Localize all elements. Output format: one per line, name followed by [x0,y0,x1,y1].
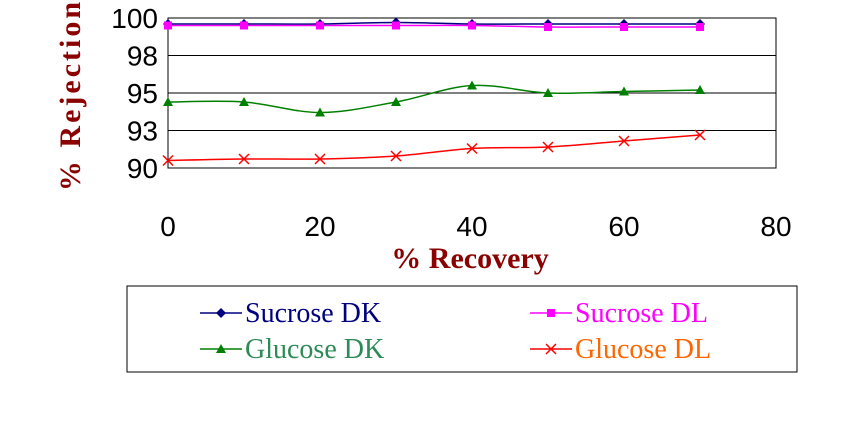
series [164,21,704,31]
data-point [545,343,557,355]
data-point [391,97,401,106]
data-point [468,21,476,30]
data-point [240,21,248,30]
x-tick-label: 20 [304,211,335,242]
data-point [467,80,477,90]
legend-entries: Sucrose DK Sucrose DL Glucose DK Glucose DL [200,298,711,365]
data-point [315,107,325,117]
legend-label: Sucrose DL [575,298,708,329]
data-point [392,21,400,30]
data-point [466,142,478,155]
data-point [162,154,174,167]
x-tick-label: 60 [608,211,639,242]
data-point [547,309,555,317]
y-tick-label: 98 [127,41,158,72]
legend-entry: Sucrose DL [530,298,708,329]
x-tick-label: 40 [456,211,487,242]
data-point [216,308,226,318]
legend-entry: Sucrose DK [200,298,381,329]
series-line [167,84,701,114]
y-tick-labels: 90 93 95 98 100 [111,3,158,184]
legend-label: Glucose DK [245,334,384,365]
data-point [316,21,324,30]
data-point [238,153,250,165]
series-line [168,24,700,28]
data-point [390,150,402,162]
data-point [239,97,249,106]
data-point [216,344,226,353]
x-tick-label: 80 [760,211,791,242]
data-point [696,23,704,31]
series [162,129,706,167]
series [163,80,705,117]
data-point [619,86,629,96]
series-layer [162,17,706,167]
data-point [618,135,630,147]
y-tick-label: 95 [127,78,158,109]
data-point [314,153,326,165]
series-line [167,21,700,25]
data-point [544,23,552,31]
legend-entry: Glucose DK [200,334,384,365]
legend-label: Sucrose DK [245,298,381,329]
series-line [167,134,701,162]
y-tick-label: 90 [127,153,158,184]
data-point [695,85,705,94]
data-point [542,141,554,153]
data-point [164,21,172,30]
data-point [163,97,173,106]
y-tick-label: 100 [111,3,158,34]
x-tick-label: 0 [160,211,176,242]
x-tick-labels: 0 20 40 60 80 [160,211,791,242]
data-point [543,88,553,97]
y-tick-label: 93 [127,116,158,147]
y-axis-title: % Rejection [54,0,87,191]
grid-lines [168,17,776,169]
plot-frame [167,17,777,169]
data-point [620,23,628,31]
legend-label: Glucose DL [575,334,711,365]
data-point [694,129,706,141]
x-axis-title: % Recovery [391,242,548,275]
legend-entry: Glucose DL [530,334,711,365]
legend [126,285,798,373]
